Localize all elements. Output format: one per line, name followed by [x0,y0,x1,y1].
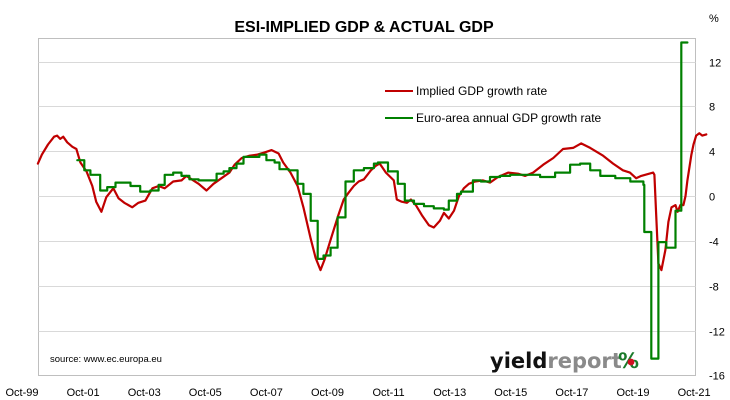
legend-label-implied: Implied GDP growth rate [416,84,547,98]
svg-text:yieldreport: yieldreport [490,349,622,373]
y-tick-label: -4 [709,237,719,249]
y-tick-label: 0 [709,192,715,204]
x-tick-label: Oct-05 [189,387,222,399]
legend: Implied GDP growth rate Euro-area annual… [385,84,602,125]
x-tick-label: Oct-13 [433,387,466,399]
plot-area [38,38,696,376]
series-line-actual-gdp [76,41,689,360]
y-axis-unit-label: % [709,13,719,25]
y-tick-label: -16 [709,371,725,383]
y-tick-label: 8 [709,102,715,114]
x-tick-label: Oct-19 [616,387,649,399]
x-tick-label: Oct-01 [67,387,100,399]
x-tick-label: Oct-11 [372,387,404,399]
x-tick-label: Oct-09 [311,387,344,399]
x-tick-label: Oct-15 [494,387,527,399]
logo-percent-dot [627,358,635,366]
x-tick-label: Oct-99 [5,387,38,399]
y-tick-label: -12 [709,327,725,339]
y-tick-label: 12 [709,58,721,70]
x-tick-label: Oct-07 [250,387,283,399]
y-tick-label: -8 [709,282,719,294]
x-tick-label: Oct-21 [678,387,711,399]
y-tick-label: 4 [709,147,715,159]
source-note: source: www.ec.europa.eu [50,354,162,365]
legend-label-actual: Euro-area annual GDP growth rate [416,111,602,125]
x-tick-label: Oct-03 [128,387,161,399]
chart-title: ESI-IMPLIED GDP & ACTUAL GDP [234,19,494,36]
yieldreport-logo: yieldreport % [490,349,639,373]
x-tick-label: Oct-17 [555,387,588,399]
